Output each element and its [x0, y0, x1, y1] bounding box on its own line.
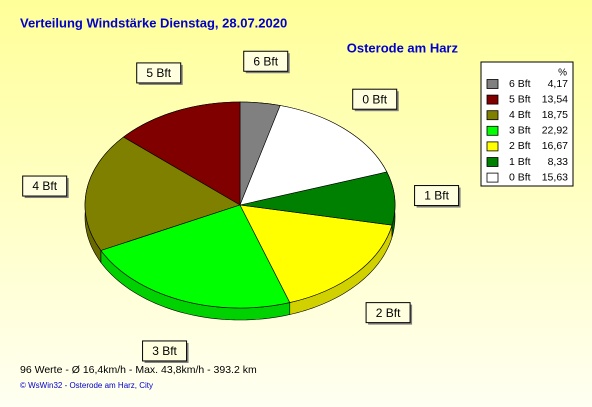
data-label: 4 Bft [32, 179, 57, 193]
legend-swatch [486, 157, 499, 167]
footer: 96 Werte - Ø 16,4km/h - Max. 43,8km/h - … [20, 364, 257, 376]
legend-value: 13,54 [542, 93, 568, 105]
legend-label: 6 Bft [509, 78, 531, 90]
legend-value: 16,67 [542, 140, 568, 152]
slice [84, 136, 241, 251]
chart-title: Verteilung Windstärke Dienstag, 28.07.20… [20, 15, 287, 30]
legend-value: 22,92 [542, 125, 568, 137]
data-label: 6 Bft [253, 54, 278, 68]
data-label: 5 Bft [146, 66, 171, 80]
legend-label: 3 Bft [509, 125, 531, 137]
slice [239, 105, 388, 206]
chart-subtitle: Osterode am Harz [347, 40, 459, 55]
data-label: 1 Bft [424, 189, 449, 203]
legend-swatch [486, 94, 499, 105]
legend-label: 2 Bft [509, 140, 531, 152]
legend-title: % [558, 68, 567, 79]
label-box [414, 185, 460, 207]
label-box [22, 175, 68, 197]
legend-label: 5 Bft [509, 93, 531, 105]
legend-swatch [486, 172, 499, 183]
legend-swatch [486, 79, 499, 89]
label-box [136, 62, 182, 84]
legend-swatch [486, 141, 499, 152]
label-box [243, 50, 289, 72]
credit: © WsWin32 - Osterode am Harz, City [20, 381, 153, 390]
data-label: 3 Bft [152, 344, 177, 358]
slice [100, 204, 291, 309]
slice [239, 204, 393, 303]
legend-label: 1 Bft [509, 156, 531, 168]
data-label: 2 Bft [376, 306, 401, 320]
label-box [365, 302, 411, 324]
pie-tops [84, 101, 396, 309]
legend-label: 0 Bft [509, 171, 531, 183]
legend-label: 4 Bft [509, 109, 531, 121]
legend-value: 8,33 [548, 156, 569, 168]
data-label: 0 Bft [362, 92, 387, 106]
legend-value: 18,75 [542, 109, 568, 121]
label-box [352, 88, 398, 110]
legend-swatch [486, 125, 499, 136]
legend-value: 4,17 [548, 78, 569, 90]
legend-swatch [486, 110, 499, 121]
label-box [142, 340, 188, 362]
legend-value: 15,63 [542, 171, 568, 183]
slice [122, 101, 241, 206]
